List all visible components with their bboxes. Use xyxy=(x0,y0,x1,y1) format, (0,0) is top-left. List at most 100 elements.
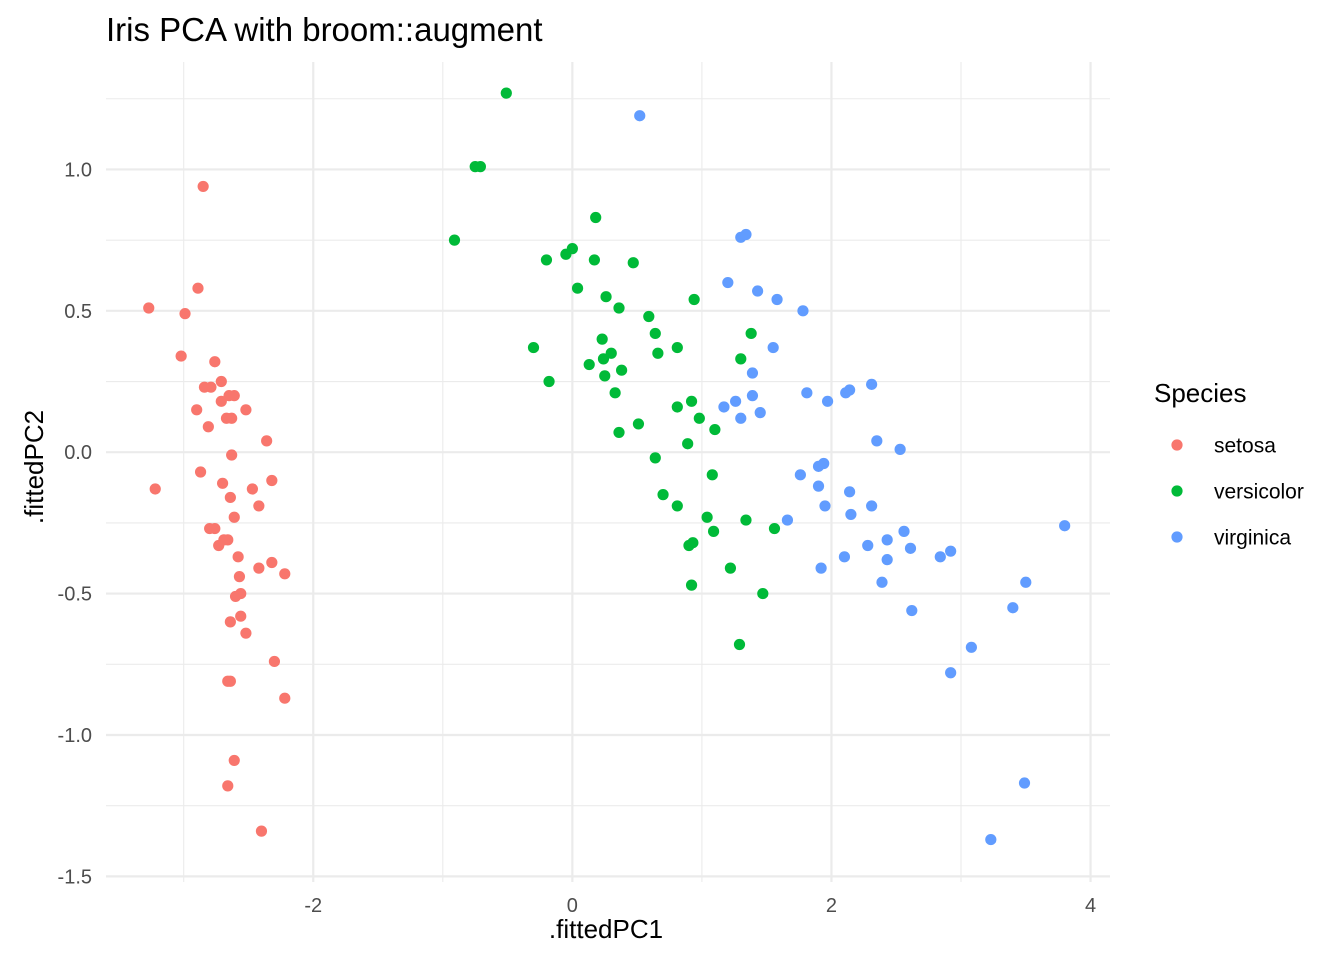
data-point xyxy=(876,576,888,588)
data-point xyxy=(934,551,946,563)
data-point xyxy=(945,667,957,679)
data-point xyxy=(801,387,813,399)
x-tick-label: -2 xyxy=(304,895,322,917)
data-point xyxy=(904,542,917,554)
data-point xyxy=(881,534,893,546)
data-point xyxy=(735,412,747,424)
data-point xyxy=(881,554,893,566)
data-points xyxy=(143,87,1071,846)
data-point xyxy=(707,525,720,537)
data-point xyxy=(240,404,252,416)
data-point xyxy=(500,87,512,99)
data-point xyxy=(945,545,957,557)
y-tick-label: -0.5 xyxy=(58,584,92,606)
legend-item-setosa: setosa xyxy=(1171,435,1276,458)
legend-key xyxy=(1171,439,1183,451)
legend-item-versicolor: versicolor xyxy=(1171,481,1304,504)
data-point xyxy=(740,514,752,526)
data-point xyxy=(543,375,555,388)
data-point xyxy=(566,243,578,255)
data-point xyxy=(215,375,227,388)
data-point xyxy=(866,378,878,390)
data-point xyxy=(845,508,857,521)
data-point xyxy=(688,293,700,306)
legend-label: versicolor xyxy=(1214,481,1304,504)
data-point xyxy=(709,423,721,436)
data-point xyxy=(1007,602,1019,614)
data-point xyxy=(657,489,669,501)
data-point xyxy=(671,341,683,354)
y-tick-label: 0.0 xyxy=(64,442,92,464)
legend: Species setosa versicolor virginica xyxy=(1154,378,1304,550)
data-point xyxy=(202,421,214,433)
data-point xyxy=(474,161,486,173)
data-point xyxy=(735,353,747,365)
data-point xyxy=(752,285,764,297)
data-point xyxy=(794,469,806,481)
data-point xyxy=(862,539,874,552)
data-point xyxy=(894,443,906,455)
chart-title: Iris PCA with broom::augment xyxy=(106,11,543,48)
data-point xyxy=(634,110,646,122)
data-point xyxy=(671,401,683,413)
data-point xyxy=(740,228,752,241)
data-point xyxy=(229,590,242,603)
data-point xyxy=(143,302,155,314)
data-point xyxy=(613,302,625,314)
data-point xyxy=(1020,576,1032,588)
data-point xyxy=(215,395,227,407)
data-point xyxy=(866,500,878,512)
data-point xyxy=(255,825,268,837)
data-point xyxy=(627,257,639,269)
data-point xyxy=(223,390,235,402)
data-point xyxy=(898,525,910,537)
data-point xyxy=(590,211,602,224)
data-point xyxy=(268,655,281,668)
data-point xyxy=(985,833,997,846)
legend-label: virginica xyxy=(1214,527,1291,550)
data-point xyxy=(226,449,238,461)
legend-items: setosa versicolor virginica xyxy=(1171,435,1304,550)
data-point xyxy=(213,539,225,552)
data-point xyxy=(175,350,187,362)
data-point xyxy=(197,180,209,193)
data-point xyxy=(540,254,553,266)
data-point xyxy=(965,641,977,653)
data-point xyxy=(246,483,258,495)
data-point xyxy=(754,407,766,419)
y-tick-label: 1.0 xyxy=(64,159,92,181)
data-point xyxy=(253,500,265,512)
legend-key xyxy=(1171,531,1183,543)
data-point xyxy=(701,511,713,523)
data-point xyxy=(706,469,718,481)
data-point xyxy=(1059,520,1071,532)
data-point xyxy=(279,568,291,580)
data-point xyxy=(649,452,661,464)
data-point xyxy=(685,395,698,407)
data-point xyxy=(222,675,234,687)
data-point xyxy=(871,435,883,447)
data-point xyxy=(652,347,664,359)
data-point xyxy=(600,291,612,303)
data-point xyxy=(767,341,779,354)
data-point xyxy=(571,282,584,294)
data-point xyxy=(844,486,856,498)
data-point xyxy=(149,483,161,495)
legend-title: Species xyxy=(1154,378,1247,408)
data-point xyxy=(599,370,611,382)
data-point xyxy=(797,305,809,317)
data-point xyxy=(527,341,540,354)
data-point xyxy=(682,438,694,450)
grid xyxy=(106,62,1110,882)
data-point xyxy=(616,364,628,376)
series-versicolor xyxy=(448,87,781,651)
data-point xyxy=(693,412,705,424)
data-point xyxy=(609,387,621,399)
data-point xyxy=(819,500,831,512)
data-point xyxy=(240,627,252,639)
data-point xyxy=(216,477,229,489)
data-point xyxy=(192,282,204,294)
axis-ticks: -2 0 2 4 -1.5 -1.0 -0.5 0.0 0.5 1.0 xyxy=(58,159,1097,917)
y-tick-label: -1.5 xyxy=(58,866,92,888)
